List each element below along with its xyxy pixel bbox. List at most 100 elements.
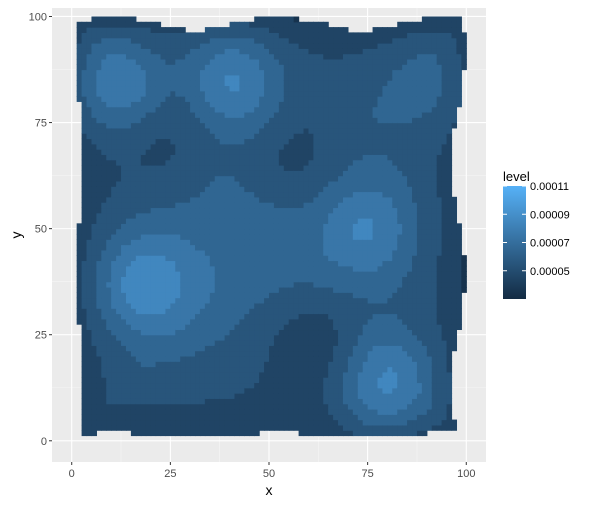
contour-cell: [239, 393, 245, 399]
contour-cell: [278, 408, 285, 415]
contour-cell: [387, 186, 393, 193]
contour-cell: [101, 408, 107, 415]
contour-cell: [308, 414, 314, 421]
contour-cell: [76, 90, 83, 97]
contour-cell: [239, 286, 245, 293]
contour-cell: [155, 271, 162, 277]
contour-cell: [199, 138, 206, 145]
contour-cell: [283, 69, 290, 76]
contour-cell: [387, 101, 393, 108]
contour-cell: [106, 207, 112, 214]
contour-cell: [165, 393, 171, 399]
contour-cell: [352, 175, 359, 182]
contour-cell: [352, 170, 359, 177]
contour-cell: [125, 101, 132, 108]
contour-cell: [81, 143, 88, 150]
contour-cell: [224, 302, 231, 309]
contour-cell: [170, 345, 176, 352]
contour-cell: [323, 244, 329, 251]
contour-cell: [185, 207, 191, 214]
contour-cell: [214, 127, 221, 134]
contour-cell: [86, 318, 93, 325]
contour-cell: [160, 244, 167, 251]
contour-cell: [76, 64, 83, 71]
contour-cell: [387, 196, 393, 203]
contour-cell: [140, 297, 147, 304]
contour-cell: [135, 218, 142, 224]
contour-cell: [313, 265, 319, 272]
contour-cell: [357, 398, 364, 405]
contour-cell: [244, 186, 250, 193]
contour-cell: [121, 371, 127, 378]
contour-cell: [259, 408, 265, 415]
contour-cell: [372, 419, 379, 426]
contour-cell: [352, 408, 359, 415]
contour-cell: [180, 355, 186, 362]
contour-cell: [106, 265, 112, 272]
contour-cell: [224, 101, 231, 108]
contour-cell: [298, 408, 305, 415]
contour-cell: [367, 143, 374, 150]
contour-cell: [96, 143, 102, 150]
contour-cell: [372, 85, 379, 92]
contour-cell: [303, 361, 310, 368]
contour-cell: [318, 430, 324, 437]
contour-cell: [91, 37, 97, 44]
contour-cell: [125, 170, 132, 177]
contour-cell: [372, 127, 379, 134]
contour-cell: [130, 85, 137, 92]
contour-cell: [101, 202, 107, 209]
contour-cell: [259, 32, 265, 39]
contour-cell: [155, 21, 162, 28]
contour-cell: [382, 387, 388, 394]
contour-cell: [125, 21, 132, 28]
contour-cell: [259, 64, 265, 71]
contour-cell: [135, 223, 142, 230]
contour-cell: [342, 138, 349, 145]
contour-cell: [318, 175, 324, 182]
contour-cell: [239, 377, 245, 384]
contour-cell: [303, 175, 310, 182]
contour-cell: [352, 371, 359, 378]
contour-cell: [165, 334, 171, 341]
contour-cell: [269, 202, 275, 209]
contour-cell: [199, 430, 206, 437]
contour-cell: [283, 408, 290, 415]
contour-cell: [377, 111, 384, 118]
contour-cell: [150, 308, 157, 315]
contour-cell: [269, 408, 275, 415]
contour-cell: [86, 345, 93, 352]
contour-cell: [342, 43, 349, 49]
contour-cell: [155, 260, 162, 267]
contour-cell: [283, 292, 290, 299]
contour-cell: [81, 414, 88, 421]
contour-cell: [283, 58, 290, 65]
contour-cell: [170, 334, 176, 341]
contour-cell: [328, 403, 334, 410]
contour-cell: [298, 69, 305, 76]
contour-cell: [244, 286, 250, 293]
contour-cell: [352, 154, 359, 161]
contour-cell: [308, 27, 314, 33]
contour-cell: [204, 249, 211, 256]
contour-cell: [347, 48, 354, 55]
contour-cell: [333, 228, 339, 235]
contour-cell: [382, 74, 388, 81]
contour-cell: [264, 292, 270, 299]
contour-cell: [318, 106, 324, 113]
contour-cell: [239, 80, 245, 87]
contour-cell: [81, 90, 88, 97]
contour-cell: [239, 382, 245, 389]
contour-cell: [214, 138, 221, 145]
contour-cell: [125, 202, 132, 209]
contour-cell: [116, 292, 122, 299]
contour-cell: [352, 393, 359, 399]
contour-cell: [259, 281, 265, 288]
contour-cell: [170, 37, 176, 44]
contour-cell: [165, 106, 171, 113]
contour-cell: [150, 96, 157, 102]
contour-cell: [347, 281, 354, 288]
contour-cell: [111, 324, 117, 331]
contour-cell: [367, 334, 374, 341]
contour-cell: [303, 228, 310, 235]
